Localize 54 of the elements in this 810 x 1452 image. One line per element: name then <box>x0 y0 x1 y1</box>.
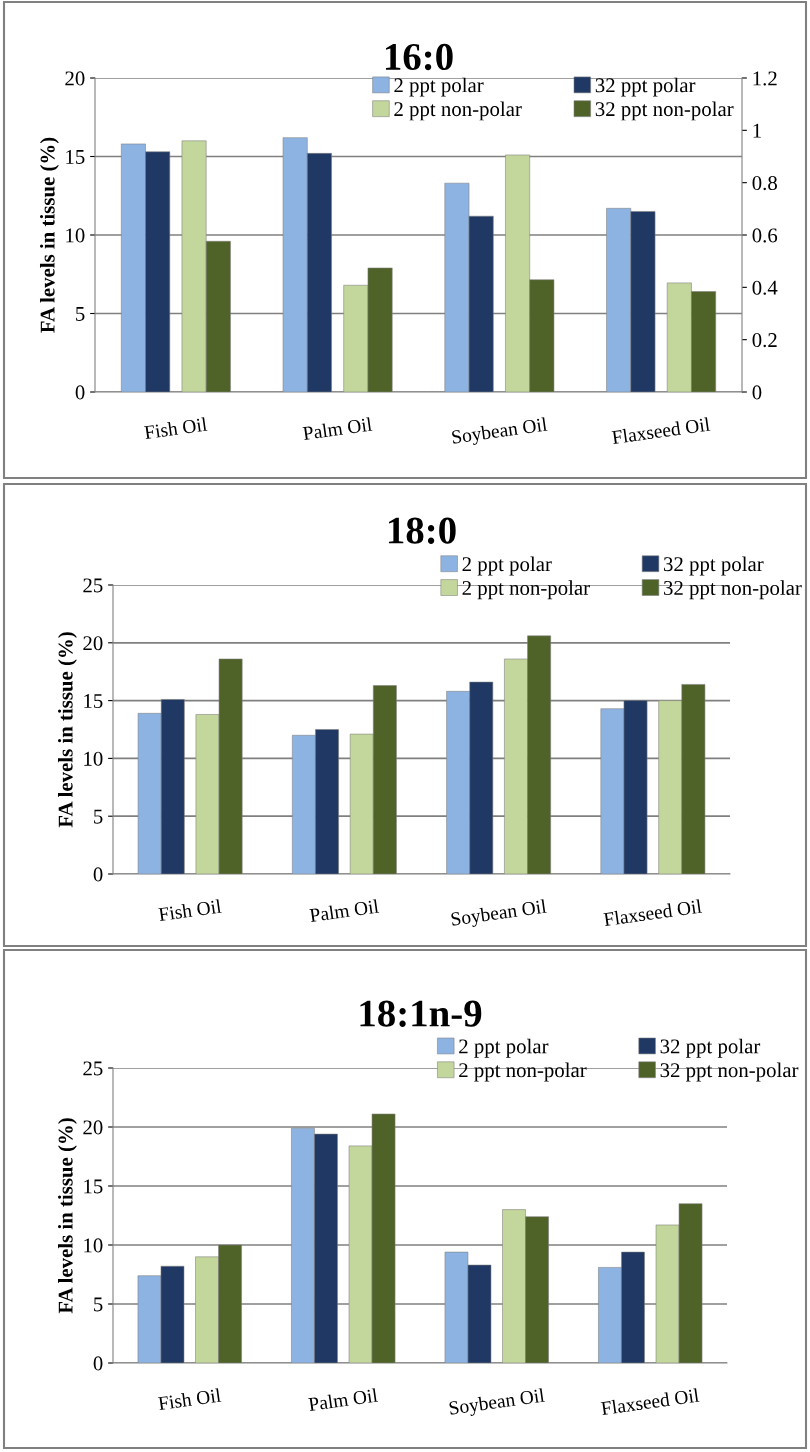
legend-label: 2 ppt polar <box>462 556 552 576</box>
legend-label: 32 ppt non-polar <box>595 101 734 121</box>
y-axis-title: FA levels in tissue (%) <box>58 1118 77 1314</box>
y2-tick-label: 1.2 <box>753 71 777 86</box>
y2-tick-label: 0.6 <box>752 228 778 243</box>
y-tick-label: 25 <box>83 578 103 593</box>
legend-label: 2 ppt polar <box>459 1038 549 1058</box>
y-tick-label: 10 <box>84 751 103 766</box>
x-tick-label: Palm Oil <box>309 899 380 923</box>
y-tick-label: 15 <box>66 149 85 164</box>
y-tick-label: 10 <box>66 228 85 243</box>
chart-title: 18:0 <box>388 517 456 544</box>
legend-label: 32 ppt polar <box>660 1038 761 1058</box>
y-tick-label: 15 <box>84 1179 103 1194</box>
x-tick-label: Fish Oil <box>157 1388 222 1411</box>
legend-label: 2 ppt non-polar <box>462 580 590 600</box>
x-tick-label: Palm Oil <box>308 1388 379 1412</box>
chart-title: 16:0 <box>385 43 453 71</box>
legend-label: 32 ppt polar <box>664 556 764 576</box>
y-tick-label: 15 <box>84 694 103 709</box>
y2-tick-label: 1 <box>753 123 761 138</box>
y-tick-label: 20 <box>83 636 103 651</box>
x-tick-label: Flaxseed Oil <box>603 899 703 927</box>
x-tick-label: Soybean Oil <box>451 417 549 448</box>
legend-label: 2 ppt non-polar <box>394 101 522 121</box>
y-tick-label: 0 <box>93 867 103 882</box>
legend-label: 32 ppt non-polar <box>664 580 802 600</box>
y-tick-label: 25 <box>83 1061 103 1076</box>
x-tick-label: Soybean Oil <box>450 899 548 930</box>
y-tick-label: 20 <box>65 71 85 86</box>
y2-tick-label: 0.2 <box>752 333 777 348</box>
x-tick-label: Palm Oil <box>302 417 373 441</box>
x-tick-label: Flaxseed Oil <box>600 1388 700 1416</box>
y2-tick-label: 0.4 <box>752 280 778 295</box>
y-axis-title: FA levels in tissue (%) <box>40 137 59 333</box>
y2-tick-label: 0.8 <box>752 176 777 191</box>
legend-label: 2 ppt polar <box>394 77 484 97</box>
y-tick-label: 0 <box>93 1356 103 1371</box>
y-axis-title: FA levels in tissue (%) <box>58 632 77 828</box>
chart-title: 18:1n-9 <box>360 1000 482 1027</box>
y2-tick-label: 0 <box>752 385 762 400</box>
legend-label: 32 ppt polar <box>595 77 696 97</box>
y-tick-label: 5 <box>94 809 103 824</box>
x-tick-label: Soybean Oil <box>448 1388 546 1419</box>
y-tick-label: 5 <box>94 1297 103 1312</box>
legend-label: 32 ppt non-polar <box>660 1062 799 1082</box>
y-tick-label: 20 <box>83 1120 103 1135</box>
x-tick-label: Fish Oil <box>158 899 222 922</box>
legend-label: 2 ppt non-polar <box>459 1062 587 1082</box>
y-tick-label: 0 <box>75 385 85 400</box>
x-tick-label: Flaxseed Oil <box>611 417 711 445</box>
x-tick-label: Fish Oil <box>143 417 208 440</box>
y-tick-label: 10 <box>84 1238 103 1253</box>
y-tick-label: 5 <box>76 307 85 321</box>
